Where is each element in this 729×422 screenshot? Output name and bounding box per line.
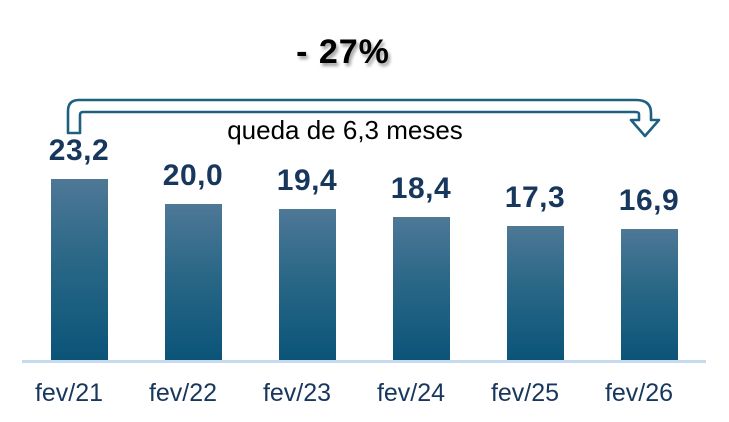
bar [620,229,678,361]
x-axis-line [22,360,706,363]
bar [278,209,336,361]
chart-title: - 27% [296,33,390,71]
bar-value-label: 18,4 [390,172,452,205]
bar-value-label: 23,2 [48,134,110,167]
bar-column: 20,0 [136,161,250,361]
x-tick-label: fev/22 [148,379,218,407]
bar-column: 23,2 [22,136,136,361]
bars-row: 23,2 20,0 19,4 18,4 17,3 16,9 [22,136,706,361]
bar-column: 16,9 [592,186,706,361]
bent-arrow-down-right-icon [66,98,661,138]
bar [506,226,564,361]
bar-value-label: 20,0 [162,159,224,192]
x-tick-label: fev/24 [376,379,446,407]
bar-value-label: 16,9 [618,184,680,217]
chart-annotation: queda de 6,3 meses [227,115,463,145]
bar [164,204,222,361]
bar [50,179,108,361]
bar-column: 18,4 [364,174,478,361]
x-axis-ticks: fev/21 fev/22 fev/23 fev/24 fev/25 fev/26 [12,379,696,408]
bar-column: 19,4 [250,166,364,361]
x-tick-label: fev/25 [490,379,560,407]
bar-column: 17,3 [478,183,592,361]
bar-value-label: 17,3 [504,181,566,214]
x-tick-label: fev/21 [34,379,104,407]
x-tick-label: fev/23 [262,379,332,407]
bar-value-label: 19,4 [276,164,338,197]
x-tick-label: fev/26 [604,379,674,407]
bar [392,217,450,361]
